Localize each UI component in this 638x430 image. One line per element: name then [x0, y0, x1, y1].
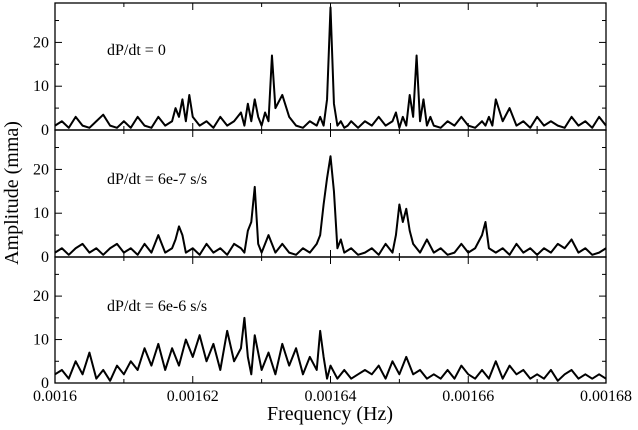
- y-tick-label: 10: [33, 205, 49, 222]
- amplitude-spectrum-line: [54, 6, 607, 129]
- panel-bottom-annotation: dP/dt = 6e-6 s/s: [107, 298, 207, 315]
- tick-layer: 0 10 20 0 10 20 0 10 20 0.0016 0.00162 0.00164 0.001…: [33, 3, 632, 405]
- y-tick-label: 20: [33, 288, 49, 305]
- y-tick-label: 0: [41, 249, 49, 266]
- panel-middle-annotation: dP/dt = 6e-7 s/s: [107, 171, 207, 188]
- x-tick-label: 0.0016: [33, 388, 77, 405]
- amplitude-spectrum-line: [54, 316, 607, 382]
- y-tick-label: 20: [33, 34, 49, 51]
- y-tick-label: 10: [33, 78, 49, 95]
- panel-bottom: dP/dt = 6e-6 s/s: [54, 256, 607, 384]
- x-tick-label: 0.00164: [305, 388, 357, 405]
- panel-bottom-frame: [54, 256, 607, 384]
- y-tick-label: 0: [41, 375, 49, 392]
- x-axis-label: Frequency (Hz): [267, 403, 393, 425]
- panel-middle-frame: [54, 129, 607, 258]
- y-axis-label: Amplitude (mma): [1, 121, 23, 265]
- panel-top-annotation: dP/dt = 0: [107, 42, 166, 59]
- x-tick-label: 0.00168: [580, 388, 632, 405]
- amplitude-spectrum-line: [54, 155, 607, 256]
- y-tick-label: 10: [33, 332, 49, 349]
- x-tick-label: 0.00166: [442, 388, 494, 405]
- y-tick-label: 20: [33, 161, 49, 178]
- y-tick-label: 0: [41, 122, 49, 139]
- panel-middle: dP/dt = 6e-7 s/s: [54, 129, 607, 258]
- x-tick-label: 0.00162: [167, 388, 219, 405]
- series-layer: [54, 6, 607, 382]
